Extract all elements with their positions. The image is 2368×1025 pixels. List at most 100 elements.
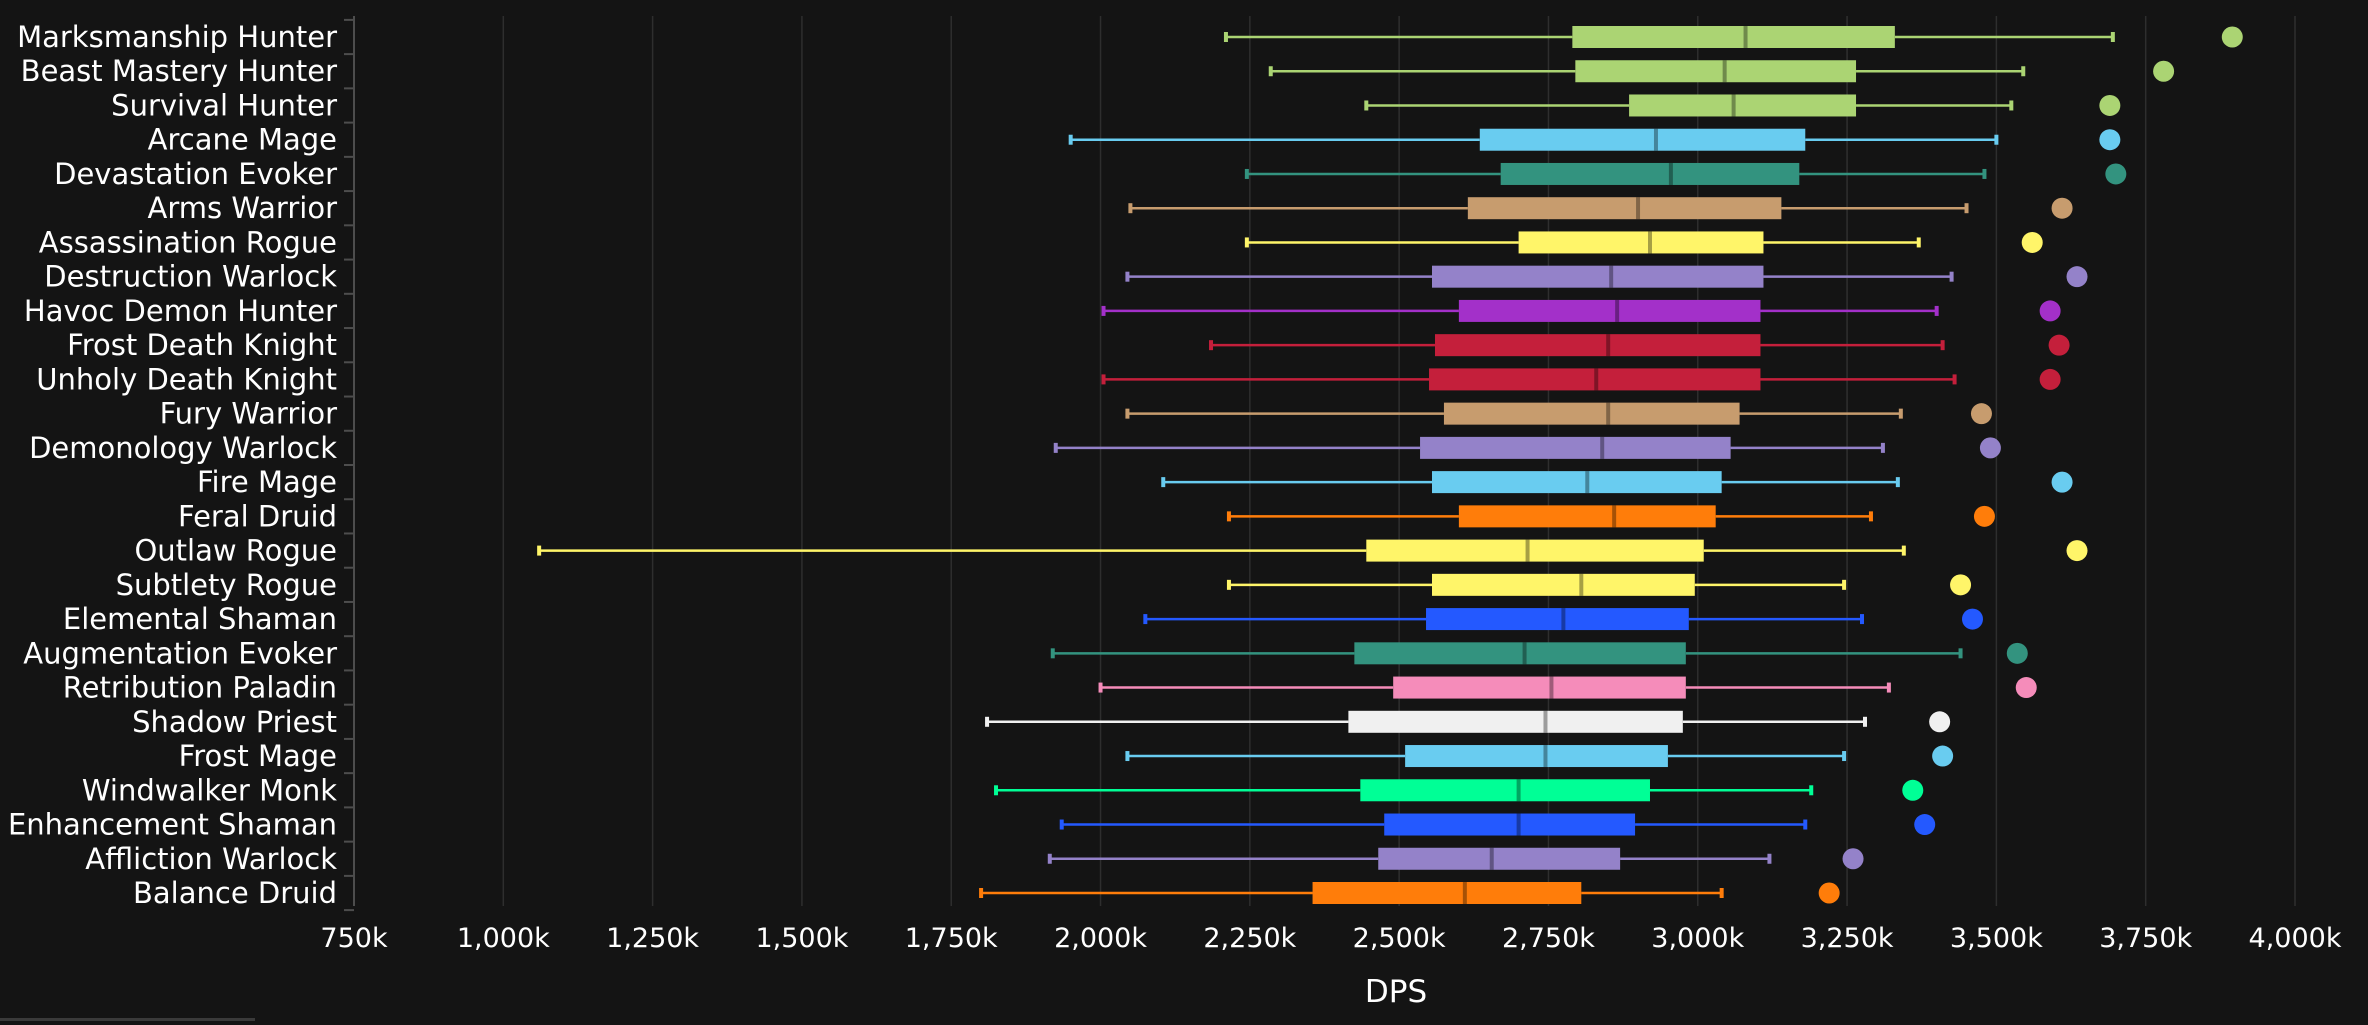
iqr-box [1432,265,1764,288]
max-point-marker [1818,882,1840,904]
category-label: Frost Mage [179,739,337,773]
label-layer: 750k 1,000k 1,250k 1,500k 1,750k 2,000k 2,250k… [8,20,2342,954]
category-label: Shadow Priest [132,705,337,739]
max-point-marker [1950,574,1972,596]
iqr-box [1432,471,1722,494]
max-point-marker [2105,163,2127,185]
x-tick-label: 4,000k [2249,923,2342,954]
iqr-box [1360,779,1650,802]
series-layer [537,26,2243,904]
category-label: Fire Mage [197,465,337,499]
category-label: Windwalker Monk [82,773,337,807]
box-plot-row [985,710,1951,733]
box-plot-row [1244,162,2127,185]
max-point-marker [2221,26,2243,48]
max-point-marker [2021,231,2043,253]
category-label: Outlaw Rogue [134,534,337,568]
category-label: Unholy Death Knight [36,362,337,396]
box-plot-row [1268,60,2175,83]
box-plot-row [1125,745,1954,768]
box-plot-row [1101,368,2061,391]
axis-layer [344,16,355,912]
box-plot-row [1209,334,2070,357]
x-tick-label: 3,750k [2099,923,2192,954]
box-plot-row [1226,573,1972,596]
max-point-marker [2051,471,2073,493]
x-tick-label: 1,250k [606,923,699,954]
box-plot-row [1364,94,2121,117]
iqr-box [1500,162,1800,185]
category-label: Fury Warrior [160,397,338,431]
max-point-marker [1970,403,1992,425]
iqr-box [1432,573,1695,596]
box-plot-row [1244,231,2043,254]
category-label: Beast Mastery Hunter [21,54,337,88]
iqr-box [1434,334,1761,357]
category-label: Assassination Rogue [39,225,337,259]
x-tick-label: 1,750k [905,923,998,954]
max-point-marker [1932,745,1954,767]
iqr-box [1458,505,1716,528]
max-point-marker [1973,505,1995,527]
box-plot-row [1050,642,2028,665]
category-label: Arcane Mage [148,123,337,157]
max-point-marker [1842,848,1864,870]
bottom-scrollbar[interactable] [0,1018,255,1021]
box-plot-row [1101,299,2061,322]
category-label: Retribution Paladin [63,671,337,705]
iqr-box [1429,368,1761,391]
max-point-marker [2099,94,2121,116]
box-plot-row [1161,471,2073,494]
max-point-marker [2006,642,2028,664]
x-tick-label: 1,000k [457,923,550,954]
iqr-box [1479,128,1806,151]
x-tick-label: 750k [320,923,388,954]
box-plot-row [994,779,1924,802]
max-point-marker [1961,608,1983,630]
x-axis-title: DPS [1365,974,1427,1010]
category-label: Arms Warrior [148,191,338,225]
max-point-marker [1902,779,1924,801]
iqr-box [1426,608,1689,631]
iqr-box [1443,402,1740,425]
category-label: Elemental Shaman [63,602,337,636]
max-point-marker [2153,60,2175,82]
max-point-marker [1979,437,2001,459]
x-tick-label: 2,750k [1502,923,1595,954]
max-point-marker [2015,677,2037,699]
category-label: Balance Druid [133,876,337,910]
category-label: Frost Death Knight [67,328,337,362]
iqr-box [1384,813,1636,836]
max-point-marker [2066,540,2088,562]
category-label: Enhancement Shaman [8,808,337,842]
box-plot-row [1068,128,2121,151]
max-point-marker [2051,197,2073,219]
box-plot-row [1226,505,1995,528]
iqr-box [1518,231,1764,254]
grid-layer [502,16,2296,906]
x-tick-label: 2,500k [1353,923,1446,954]
box-plot-row [1098,676,2037,699]
max-point-marker [2099,129,2121,151]
iqr-box [1378,847,1621,870]
x-tick-label: 3,000k [1651,923,1744,954]
x-tick-label: 2,250k [1203,923,1296,954]
box-plot-row [1128,197,2073,220]
box-plot-row [1125,265,2088,288]
iqr-box [1420,436,1731,459]
iqr-box [1575,60,1857,83]
category-label: Marksmanship Hunter [17,20,337,54]
box-plot-row [1125,402,1992,425]
x-tick-label: 1,500k [755,923,848,954]
iqr-box [1354,642,1686,665]
iqr-box [1629,94,1857,117]
max-point-marker [1929,711,1951,733]
iqr-box [1366,539,1704,562]
category-label: Affliction Warlock [85,842,337,876]
category-label: Devastation Evoker [54,157,337,191]
max-point-marker [2048,334,2070,356]
category-label: Feral Druid [178,499,337,533]
category-label: Demonology Warlock [29,431,337,465]
